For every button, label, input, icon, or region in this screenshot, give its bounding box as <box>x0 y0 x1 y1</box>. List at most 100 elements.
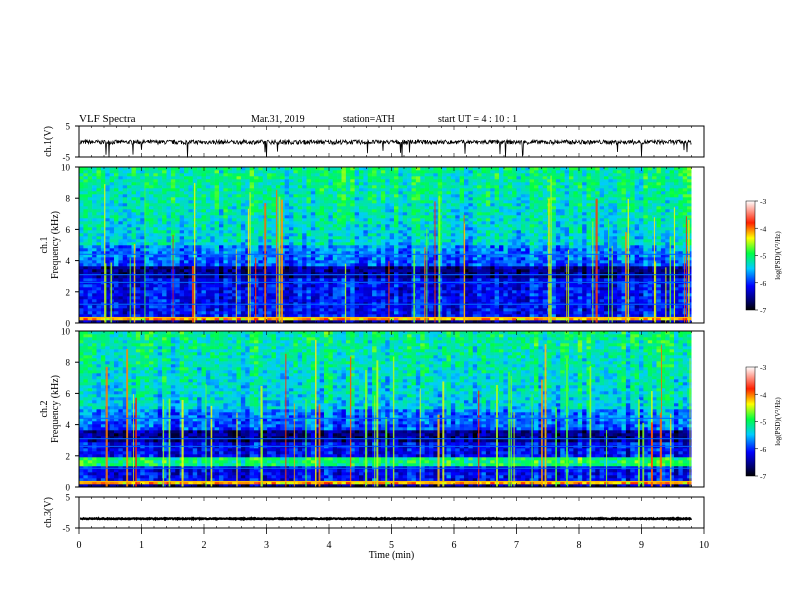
spectrogram-cell <box>359 242 364 246</box>
spectrogram-cell <box>429 305 434 309</box>
spectrogram-cell <box>477 269 482 273</box>
spectrogram-cell <box>630 248 635 252</box>
spectrogram-cell <box>188 236 194 240</box>
spectrogram-cell <box>372 239 377 243</box>
spectrogram-cell <box>345 275 351 279</box>
spectrogram-cell <box>367 230 373 234</box>
spectrogram-cell <box>621 269 627 273</box>
spectrogram-cell <box>367 239 373 243</box>
spectrogram-cell <box>621 299 627 303</box>
spectrogram-cell <box>586 257 592 261</box>
spectrogram-cell <box>586 260 592 264</box>
spectrogram-cell <box>232 299 237 303</box>
spectrogram-cell <box>363 221 369 225</box>
spectrogram-cell <box>525 293 530 297</box>
spectrogram-cell <box>472 245 478 249</box>
spectrogram-cell <box>507 317 513 321</box>
spectrogram-cell <box>525 296 530 300</box>
spectrogram-cell <box>324 218 329 222</box>
spectrogram-cell <box>481 260 487 264</box>
spectrogram-cell <box>608 275 614 279</box>
spectrogram-cell <box>669 233 675 237</box>
spectrogram-cell <box>634 311 640 315</box>
spectrogram-cell <box>271 242 277 246</box>
spectrogram-cell <box>205 248 211 252</box>
spectrogram-cell <box>608 314 614 318</box>
spectrogram-cell <box>472 242 478 246</box>
spectrogram-cell <box>678 224 684 228</box>
spectrogram-cell <box>201 233 207 237</box>
spectrogram-cell <box>560 290 565 294</box>
spectrogram-cell <box>232 266 237 270</box>
spectrogram-cell <box>284 242 290 246</box>
spectrogram-cell <box>249 299 255 303</box>
spectrogram-cell <box>599 290 605 294</box>
spectrogram-cell <box>258 218 264 222</box>
spectrogram-cell <box>477 260 482 264</box>
spectrogram-cell <box>372 272 377 276</box>
spectrogram-cell <box>310 230 316 234</box>
spectrogram-cell <box>79 224 84 228</box>
spectrogram-cell <box>188 248 194 252</box>
spectrogram-cell <box>315 296 320 300</box>
station-label: station=ATH <box>343 114 395 125</box>
spectrogram-cell <box>92 257 97 261</box>
spectrogram-cell <box>245 248 250 252</box>
spectrogram-cell <box>232 233 237 237</box>
spectrogram-cell <box>232 278 237 282</box>
spectrogram-cell <box>529 272 535 276</box>
spectrogram-cell <box>402 257 408 261</box>
spectrogram-cell <box>197 254 202 258</box>
spectrogram-cell <box>555 233 561 237</box>
spectrogram-cell <box>590 218 596 222</box>
spectrogram-cell <box>197 320 202 324</box>
spectrogram-cell <box>534 320 539 324</box>
spectrogram-cell <box>354 299 360 303</box>
spectrogram-cell <box>188 263 194 267</box>
spectrogram-cell <box>464 299 469 303</box>
spectrogram-cell <box>135 287 141 291</box>
spectrogram-cell <box>175 272 180 276</box>
spectrogram-cell <box>144 320 150 324</box>
spectrogram-cell <box>639 236 644 240</box>
spectrogram-cell <box>485 224 491 228</box>
spectrogram-cell <box>302 290 307 294</box>
spectrogram-cell <box>472 311 478 315</box>
spectrogram-cell <box>170 230 176 234</box>
spectrogram-cell <box>525 305 530 309</box>
spectrogram-cell <box>79 284 84 288</box>
spectrogram-cell <box>630 239 635 243</box>
spectrogram-cell <box>319 308 325 312</box>
spectrogram-cell <box>660 224 666 228</box>
spectrogram-cell <box>569 284 574 288</box>
spectrogram-cell <box>617 266 622 270</box>
spectrogram-cell <box>310 257 316 261</box>
spectrogram-cell <box>315 272 320 276</box>
spectrogram-cell <box>105 236 110 240</box>
spectrogram-cell <box>258 275 264 279</box>
spectrogram-cell <box>450 290 456 294</box>
spectrogram-cell <box>389 320 395 324</box>
spectrogram-cell <box>560 275 565 279</box>
spectrogram-cell <box>135 320 141 324</box>
spectrogram-cell <box>105 242 110 246</box>
spectrogram-cell <box>481 257 487 261</box>
spectrogram-cell <box>376 284 382 288</box>
spectrogram-cell <box>144 230 150 234</box>
spectrogram-cell <box>214 257 220 261</box>
spectrogram-cell <box>433 293 439 297</box>
spectrogram-cell <box>240 320 246 324</box>
spectrogram-cell <box>367 320 373 324</box>
spectrogram-cell <box>127 248 132 252</box>
spectrogram-cell <box>245 266 250 270</box>
spectrogram-cell <box>503 248 509 252</box>
spectrogram-cell <box>485 275 491 279</box>
spectrogram-cell <box>96 221 102 225</box>
spectrogram-cell <box>643 221 649 225</box>
spectrogram-cell <box>669 263 675 267</box>
spectrogram-cell <box>420 260 425 264</box>
spectrogram-cell <box>442 287 447 291</box>
spectrogram-cell <box>100 290 106 294</box>
spectrogram-cell <box>450 284 456 288</box>
spectrogram-cell <box>407 317 412 321</box>
